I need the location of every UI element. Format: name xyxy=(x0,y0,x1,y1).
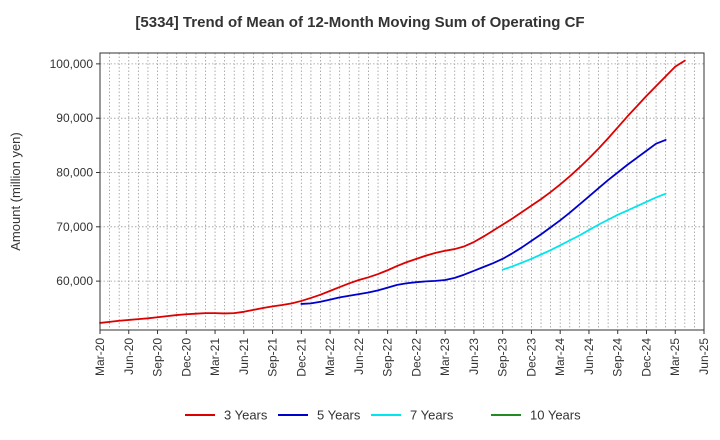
x-tick-label: Sep-20 xyxy=(151,338,165,377)
plot-frame xyxy=(99,52,705,331)
x-axis: Mar-20 Jun-20 Sep-20 Dec-20 Mar-21 Jun-21 Sep-… xyxy=(93,330,711,377)
x-tick-label: Jun-21 xyxy=(237,338,251,375)
x-tick-label: Dec-23 xyxy=(524,338,538,377)
legend: 3 Years 5 Years 7 Years 10 Years xyxy=(185,408,581,423)
y-axis-label: Amount (million yen) xyxy=(8,132,23,251)
x-tick-label: Dec-22 xyxy=(409,338,423,377)
x-tick-label: Mar-22 xyxy=(323,338,337,376)
x-tick-label: Jun-24 xyxy=(582,338,596,375)
chart-title: [5334] Trend of Mean of 12-Month Moving … xyxy=(135,14,584,31)
x-tick-label: Jun-25 xyxy=(697,338,711,375)
x-tick-label: Dec-21 xyxy=(294,338,308,377)
x-tick-label: Jun-22 xyxy=(352,338,366,375)
legend-label: 10 Years xyxy=(530,408,581,423)
y-axis: 60,000 70,000 80,000 90,000 100,000 xyxy=(50,57,100,288)
x-tick-label: Sep-21 xyxy=(266,338,280,377)
y-tick-label: 90,000 xyxy=(56,111,93,125)
series-line-5-years xyxy=(300,138,667,305)
x-tick-label: Dec-20 xyxy=(179,338,193,377)
x-tick-label: Mar-21 xyxy=(208,338,222,376)
legend-label: 5 Years xyxy=(317,408,361,423)
x-tick-label: Sep-24 xyxy=(611,338,625,377)
series-line-3-years xyxy=(99,59,686,324)
x-tick-label: Sep-23 xyxy=(496,338,510,377)
x-tick-label: Jun-23 xyxy=(467,338,481,375)
legend-label: 3 Years xyxy=(224,408,268,423)
x-tick-label: Mar-20 xyxy=(93,338,107,376)
series-line-7-years xyxy=(501,192,667,271)
y-tick-label: 100,000 xyxy=(50,57,94,71)
plot-area xyxy=(100,53,704,330)
x-tick-label: Mar-25 xyxy=(668,338,682,376)
x-tick-label: Mar-23 xyxy=(438,338,452,376)
y-tick-label: 70,000 xyxy=(56,220,93,234)
grid xyxy=(100,53,704,330)
x-tick-label: Sep-22 xyxy=(381,338,395,377)
x-tick-label: Mar-24 xyxy=(553,338,567,376)
y-tick-label: 60,000 xyxy=(56,274,93,288)
x-tick-label: Jun-20 xyxy=(122,338,136,375)
legend-label: 7 Years xyxy=(410,408,454,423)
y-tick-label: 80,000 xyxy=(56,165,93,179)
x-tick-label: Dec-24 xyxy=(639,338,653,377)
series-lines xyxy=(99,59,686,324)
